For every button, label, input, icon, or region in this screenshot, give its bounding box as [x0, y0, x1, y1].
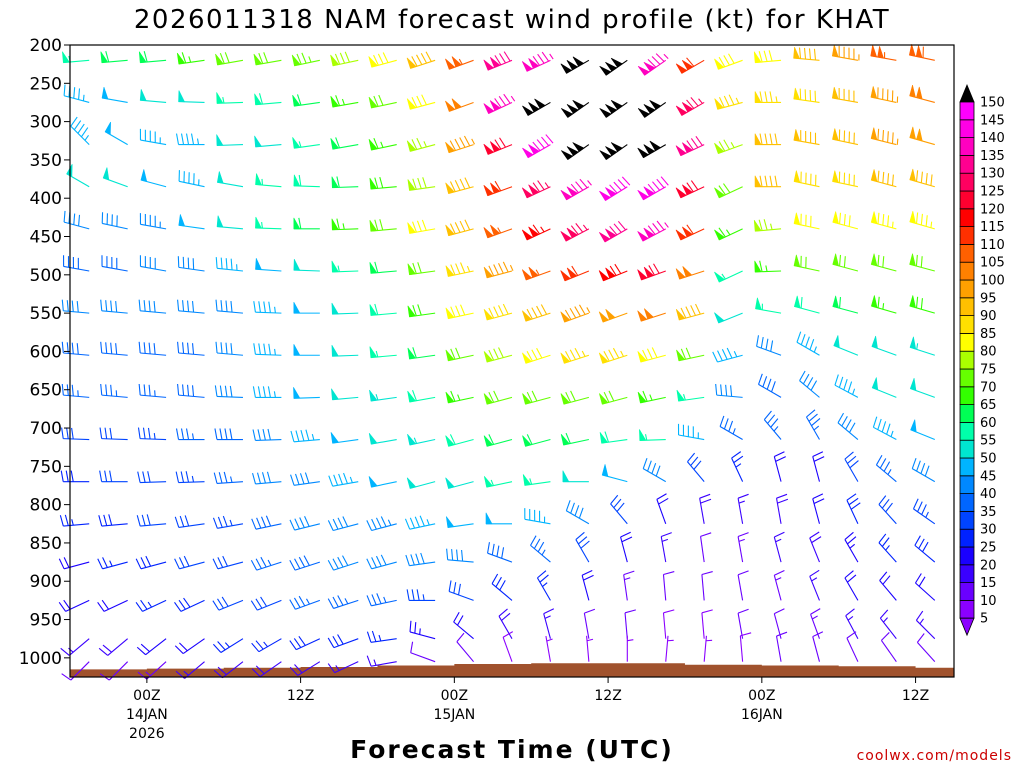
y-tick-label: 650: [30, 381, 62, 401]
colorbar-segment: [960, 511, 974, 529]
colorbar-label: 80: [980, 345, 997, 360]
y-tick-label: 550: [30, 304, 62, 324]
colorbar-label: 95: [980, 291, 997, 306]
colorbar-segment: [960, 565, 974, 583]
colorbar-label: 150: [980, 96, 1005, 111]
y-tick-label: 300: [30, 113, 62, 133]
colorbar-segment: [960, 494, 974, 512]
colorbar-segment: [960, 369, 974, 387]
y-tick-label: 950: [30, 611, 62, 631]
colorbar-segment: [960, 440, 974, 458]
colorbar-label: 40: [980, 487, 997, 502]
colorbar-segment: [960, 244, 974, 262]
colorbar-label: 50: [980, 452, 997, 467]
chart-title: 2026011318 NAM forecast wind profile (kt…: [134, 5, 890, 35]
colorbar-segment: [960, 458, 974, 476]
y-tick-label: 600: [30, 342, 62, 362]
colorbar-label: 60: [980, 416, 997, 431]
colorbar-segment: [960, 155, 974, 173]
colorbar-segment: [960, 476, 974, 494]
x-axis-label: Forecast Time (UTC): [350, 735, 674, 764]
colorbar-label: 25: [980, 541, 997, 556]
colorbar-segment: [960, 405, 974, 423]
x-tick-date: 14JAN: [126, 707, 168, 723]
x-tick-year: 2026: [129, 726, 165, 742]
colorbar-segment: [960, 351, 974, 369]
colorbar-label: 65: [980, 398, 997, 413]
colorbar-label: 55: [980, 434, 997, 449]
colorbar-segment: [960, 387, 974, 405]
colorbar-label: 20: [980, 558, 997, 573]
y-tick-label: 500: [30, 266, 62, 286]
x-tick-date: 15JAN: [433, 707, 475, 723]
colorbar-segment: [960, 529, 974, 547]
colorbar-segment: [960, 227, 974, 245]
credit-text: coolwx.com/models: [857, 748, 1012, 764]
y-tick-label: 400: [30, 189, 62, 209]
x-tick-label: 00Z: [748, 688, 775, 704]
y-tick-label: 250: [30, 74, 62, 94]
colorbar-segment: [960, 262, 974, 280]
colorbar-segment: [960, 191, 974, 209]
y-tick-label: 350: [30, 151, 62, 171]
y-tick-label: 200: [30, 36, 62, 56]
colorbar-segment: [960, 316, 974, 334]
colorbar-segment: [960, 280, 974, 298]
y-tick-label: 700: [30, 419, 62, 439]
colorbar-label: 105: [980, 256, 1005, 271]
x-tick-label: 00Z: [441, 688, 468, 704]
x-tick-label: 12Z: [287, 688, 314, 704]
colorbar-label: 30: [980, 523, 997, 538]
colorbar-segment: [960, 209, 974, 227]
x-tick-label: 12Z: [902, 688, 929, 704]
colorbar-label: 15: [980, 576, 997, 591]
colorbar-segment: [960, 173, 974, 191]
colorbar-segment: [960, 138, 974, 156]
colorbar-label: 5: [980, 612, 988, 627]
colorbar-label: 85: [980, 327, 997, 342]
colorbar-label: 115: [980, 220, 1005, 235]
colorbar-label: 145: [980, 113, 1005, 128]
colorbar-label: 70: [980, 380, 997, 395]
colorbar-label: 90: [980, 309, 997, 324]
colorbar-label: 75: [980, 363, 997, 378]
y-tick-label: 900: [30, 572, 62, 592]
x-tick-label: 12Z: [594, 688, 621, 704]
y-tick-label: 800: [30, 496, 62, 516]
colorbar-label: 125: [980, 185, 1005, 200]
y-tick-label: 850: [30, 534, 62, 554]
y-tick-label: 750: [30, 457, 62, 477]
x-tick-date: 16JAN: [741, 707, 783, 723]
colorbar-label: 120: [980, 202, 1005, 217]
colorbar-label: 100: [980, 274, 1005, 289]
colorbar-label: 45: [980, 469, 997, 484]
y-tick-label: 1000: [19, 649, 62, 669]
colorbar-segment: [960, 102, 974, 120]
colorbar-label: 10: [980, 594, 997, 609]
colorbar-segment: [960, 583, 974, 601]
y-tick-label: 450: [30, 228, 62, 248]
colorbar-label: 135: [980, 149, 1005, 164]
colorbar-label: 130: [980, 167, 1005, 182]
colorbar-label: 140: [980, 131, 1005, 146]
colorbar-segment: [960, 547, 974, 565]
colorbar-label: 35: [980, 505, 997, 520]
colorbar-segment: [960, 333, 974, 351]
colorbar-label: 110: [980, 238, 1005, 253]
colorbar-segment: [960, 600, 974, 618]
colorbar-segment: [960, 120, 974, 138]
colorbar-segment: [960, 422, 974, 440]
x-tick-label: 00Z: [133, 688, 160, 704]
colorbar-segment: [960, 298, 974, 316]
